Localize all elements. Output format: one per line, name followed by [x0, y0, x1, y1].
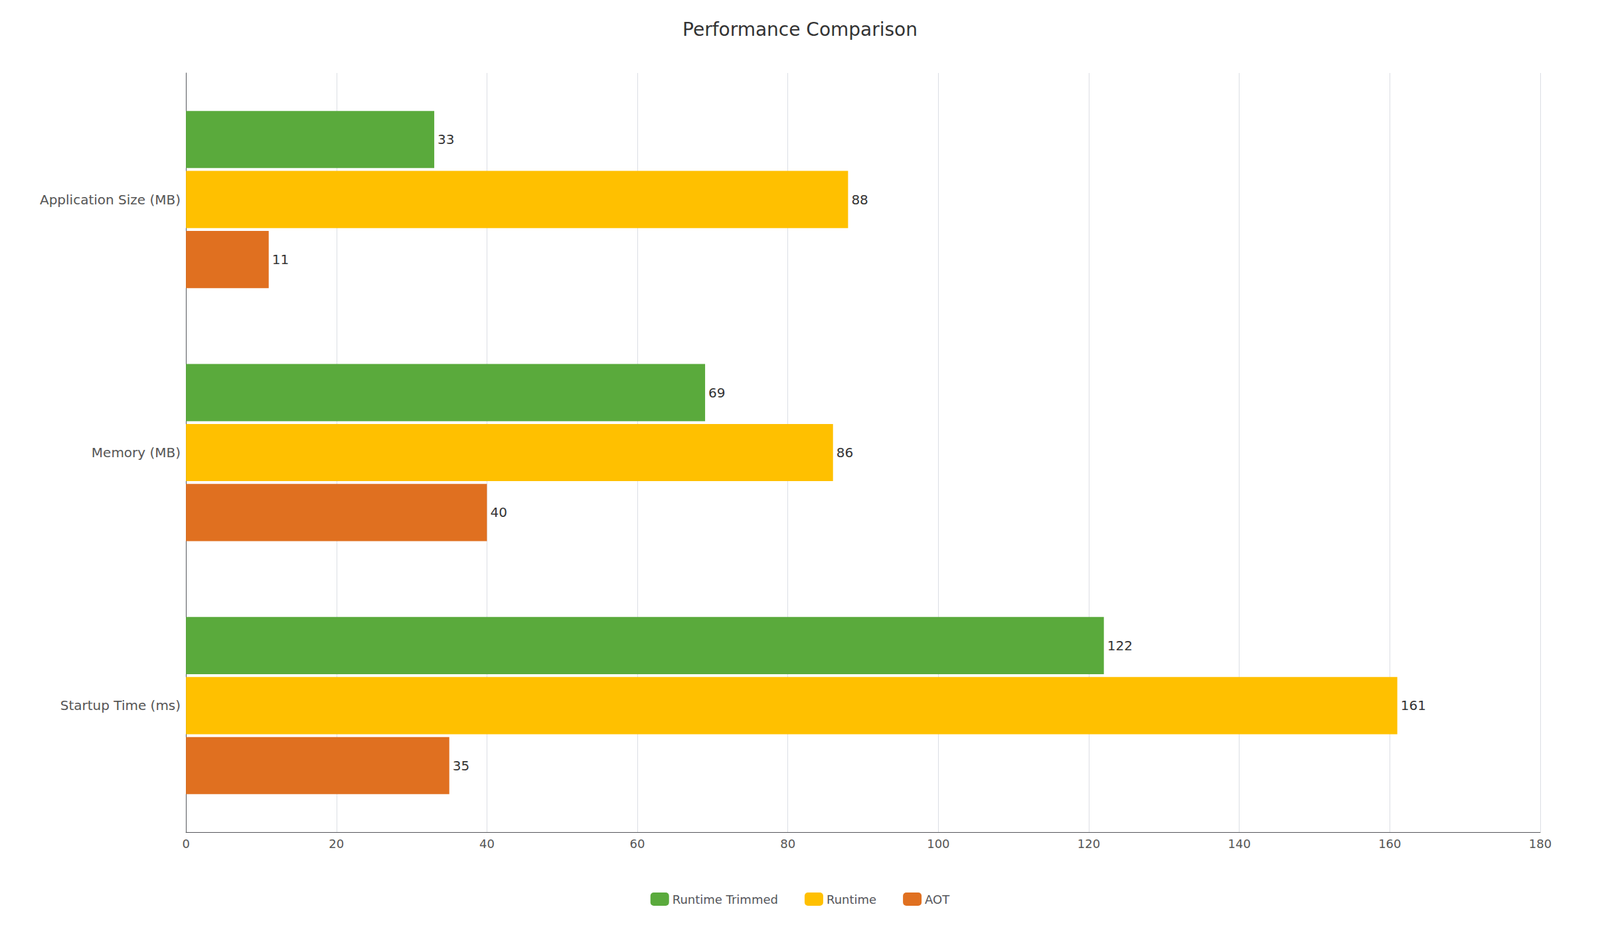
svg-text:160: 160: [1378, 837, 1401, 852]
svg-text:40: 40: [489, 504, 507, 521]
svg-text:140: 140: [1228, 837, 1251, 852]
svg-text:180: 180: [1528, 837, 1552, 852]
svg-text:Application Size (MB): Application Size (MB): [39, 191, 181, 208]
svg-text:Startup Time (ms): Startup Time (ms): [60, 697, 181, 714]
svg-text:122: 122: [1107, 638, 1133, 654]
svg-text:11: 11: [272, 251, 289, 268]
svg-text:40: 40: [479, 837, 495, 852]
svg-text:86: 86: [836, 444, 854, 461]
svg-text:120: 120: [1077, 837, 1101, 852]
svg-text:69: 69: [708, 385, 725, 401]
svg-text:Runtime Trimmed: Runtime Trimmed: [672, 892, 779, 907]
svg-text:60: 60: [630, 837, 646, 852]
svg-text:161: 161: [1400, 697, 1427, 714]
svg-text:Runtime: Runtime: [826, 892, 877, 907]
svg-text:AOT: AOT: [924, 892, 951, 907]
svg-text:Memory (MB): Memory (MB): [91, 444, 181, 461]
svg-text:Performance Comparison: Performance Comparison: [682, 18, 918, 41]
svg-text:80: 80: [780, 837, 796, 852]
svg-text:100: 100: [926, 837, 950, 852]
svg-text:35: 35: [452, 758, 470, 775]
svg-text:20: 20: [328, 837, 344, 852]
svg-text:0: 0: [181, 837, 190, 852]
svg-text:33: 33: [437, 131, 455, 148]
svg-text:88: 88: [851, 191, 868, 208]
